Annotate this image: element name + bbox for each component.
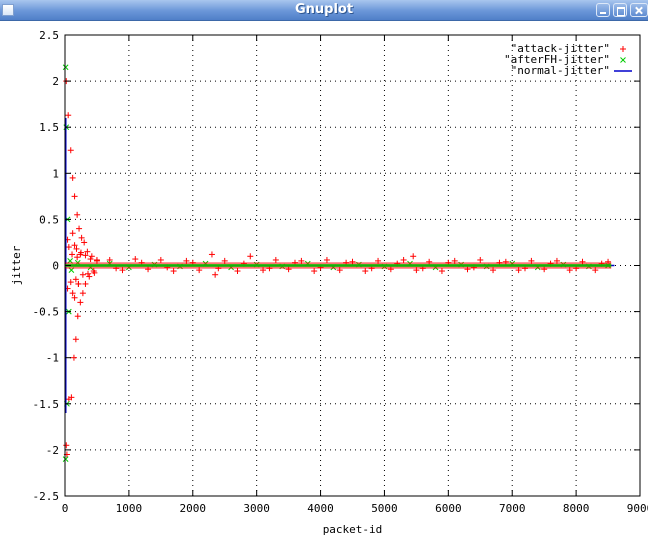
x-axis-label: packet-id <box>323 523 383 536</box>
attack-jitter-point <box>65 112 72 119</box>
y-tick-label: 1 <box>52 167 59 180</box>
attack-jitter-point <box>132 256 139 263</box>
legend-symbol <box>620 57 626 63</box>
app-icon[interactable] <box>2 4 14 16</box>
attack-jitter-point <box>86 273 93 280</box>
afterfh-jitter-band <box>65 264 612 267</box>
legend-symbol <box>620 46 626 52</box>
y-tick-label: -1.5 <box>33 398 60 411</box>
attack-jitter-point <box>234 268 241 275</box>
attack-jitter-point <box>87 256 94 263</box>
attack-jitter-point <box>77 251 84 258</box>
attack-jitter-point <box>70 354 77 361</box>
attack-jitter-point <box>208 251 215 258</box>
attack-jitter-point <box>323 256 330 263</box>
afterfh-jitter-point <box>62 456 69 462</box>
x-tick-label: 5000 <box>371 502 398 515</box>
attack-jitter-point <box>247 253 254 260</box>
y-tick-label: 0 <box>52 260 59 273</box>
x-tick-label: 9000 <box>627 502 648 515</box>
attack-jitter-point <box>69 230 76 237</box>
x-tick-label: 7000 <box>499 502 526 515</box>
attack-jitter-point <box>400 256 407 263</box>
attack-jitter-point <box>71 294 78 301</box>
y-tick-label: -2.5 <box>33 490 60 503</box>
attack-jitter-point <box>77 299 84 306</box>
attack-jitter-point <box>410 253 417 260</box>
y-tick-label: 2 <box>52 75 59 88</box>
x-tick-label: 4000 <box>307 502 334 515</box>
x-tick-label: 1000 <box>116 502 143 515</box>
afterfh-jitter-point <box>62 64 69 71</box>
legend-label: "normal-jitter" <box>511 64 610 77</box>
attack-jitter-point <box>362 268 369 275</box>
attack-jitter-point <box>72 336 79 343</box>
attack-jitter-point <box>69 290 76 297</box>
attack-jitter-point <box>212 271 219 278</box>
minimize-icon[interactable] <box>596 3 610 17</box>
maximize-icon[interactable] <box>613 3 627 17</box>
legend-label: "afterFH-jitter" <box>504 53 610 66</box>
attack-jitter-point <box>75 280 82 287</box>
attack-jitter-point <box>272 256 279 263</box>
attack-jitter-point <box>170 268 177 275</box>
attack-jitter-point <box>90 268 97 275</box>
attack-jitter-point <box>67 279 74 286</box>
x-tick-label: 2000 <box>180 502 207 515</box>
attack-jitter-point <box>79 290 86 297</box>
attack-jitter-point <box>67 147 74 154</box>
close-icon[interactable] <box>630 3 648 17</box>
attack-jitter-point <box>69 174 76 181</box>
attack-jitter-point <box>81 239 88 246</box>
attack-jitter-point <box>72 276 79 283</box>
y-tick-label: -1 <box>46 352 59 365</box>
x-tick-label: 6000 <box>435 502 462 515</box>
legend-label: "attack-jitter" <box>511 42 610 55</box>
x-tick-label: 0 <box>62 502 69 515</box>
attack-jitter-point <box>74 211 81 218</box>
attack-jitter-point <box>71 242 78 249</box>
plot-area: 0 1000 2000 3000 4000 5000 6000 7000 8000 9000 2.5… <box>0 21 648 540</box>
attack-jitter-point <box>79 271 86 278</box>
attack-jitter-point <box>74 254 81 261</box>
y-axis-label: jitter <box>10 245 23 285</box>
y-tick-label: 2.5 <box>39 29 59 42</box>
attack-jitter-point <box>69 251 76 258</box>
attack-jitter-point <box>74 313 81 320</box>
attack-jitter-point <box>63 442 70 449</box>
attack-jitter-point <box>157 256 164 263</box>
attack-jitter-point <box>68 394 75 401</box>
attack-jitter-point <box>78 234 85 241</box>
window-title: Gnuplot <box>294 2 354 17</box>
attack-jitter-point <box>76 225 83 232</box>
y-tick-label: 1.5 <box>39 121 59 134</box>
attack-jitter-point <box>82 252 89 259</box>
attack-jitter-point <box>85 270 91 277</box>
y-tick-label: -0.5 <box>33 306 60 319</box>
attack-jitter-point <box>73 245 80 252</box>
x-tick-label: 8000 <box>563 502 590 515</box>
attack-jitter-point <box>88 253 95 260</box>
scatter-chart: 0 1000 2000 3000 4000 5000 6000 7000 8000 9000 2.5… <box>10 29 648 536</box>
attack-jitter-point <box>106 256 113 263</box>
attack-jitter-point <box>82 280 89 287</box>
attack-jitter-point <box>438 268 445 275</box>
attack-jitter-point <box>84 248 91 255</box>
x-tick-label: 3000 <box>243 502 270 515</box>
attack-jitter-point <box>71 193 78 200</box>
y-tick-label: 0.5 <box>39 213 59 226</box>
attack-jitter-point <box>477 256 484 263</box>
y-tick-label: -2 <box>46 444 59 457</box>
window-titlebar[interactable]: Gnuplot <box>0 0 648 21</box>
attack-jitter-point <box>65 244 72 251</box>
attack-jitter-point <box>311 268 318 275</box>
